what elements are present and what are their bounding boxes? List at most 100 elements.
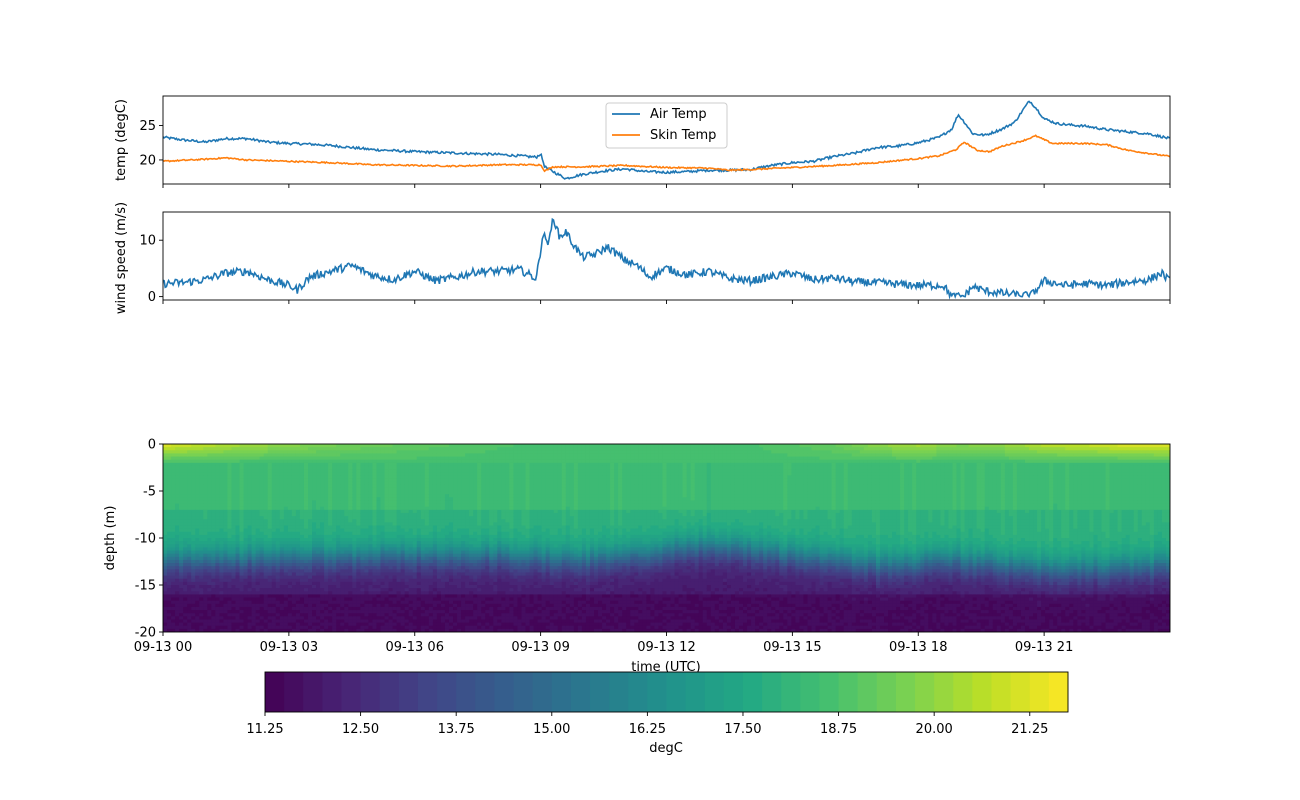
heatmap-cell bbox=[207, 606, 212, 611]
heatmap-cell bbox=[187, 462, 192, 467]
heatmap-cell bbox=[364, 497, 370, 501]
heatmap-cell bbox=[336, 450, 341, 454]
heatmap-cell bbox=[239, 456, 245, 461]
heatmap-cell bbox=[223, 600, 229, 605]
heatmap-cell bbox=[179, 603, 184, 608]
heatmap-cell bbox=[303, 622, 309, 627]
heatmap-cell bbox=[163, 622, 168, 627]
heatmap-cell bbox=[340, 487, 345, 492]
heatmap-cell bbox=[299, 512, 305, 517]
heatmap-cell bbox=[380, 591, 386, 595]
heatmap-cell bbox=[344, 575, 349, 580]
heatmap-cell bbox=[299, 550, 305, 555]
heatmap-cell bbox=[255, 556, 261, 561]
heatmap-cell bbox=[384, 572, 390, 577]
heatmap-cell bbox=[183, 528, 188, 533]
heatmap-cell bbox=[312, 625, 317, 630]
heatmap-cell bbox=[356, 469, 361, 473]
heatmap-cell bbox=[384, 469, 390, 473]
heatmap-cell bbox=[340, 506, 345, 511]
heatmap-cell bbox=[243, 478, 249, 483]
heatmap-cell bbox=[364, 625, 370, 630]
heatmap-cell bbox=[171, 481, 176, 486]
heatmap-cell bbox=[171, 484, 176, 489]
heatmap-cell bbox=[372, 591, 378, 595]
heatmap-cell bbox=[187, 444, 192, 448]
heatmap-cell bbox=[223, 550, 229, 555]
heatmap-cell bbox=[324, 610, 329, 614]
heatmap-cell bbox=[231, 487, 237, 492]
heatmap-cell bbox=[235, 628, 241, 632]
heatmap-cell bbox=[163, 547, 168, 552]
heatmap-cell bbox=[163, 491, 168, 495]
heatmap-cell bbox=[239, 566, 245, 570]
heatmap-cell bbox=[263, 491, 269, 495]
heatmap-cell bbox=[239, 597, 245, 602]
heatmap-cell bbox=[372, 594, 378, 599]
heatmap-cell bbox=[388, 465, 394, 470]
heatmap-cell bbox=[279, 534, 285, 539]
heatmap-cell bbox=[271, 469, 277, 473]
heatmap-cell bbox=[332, 465, 337, 470]
heatmap-cell bbox=[223, 494, 229, 498]
heatmap-cell bbox=[163, 456, 168, 461]
heatmap-cell bbox=[320, 569, 325, 574]
heatmap-cell bbox=[368, 569, 374, 574]
heatmap-cell bbox=[295, 603, 301, 608]
heatmap-cell bbox=[316, 613, 321, 617]
heatmap-cell bbox=[195, 541, 200, 545]
heatmap-cell bbox=[336, 581, 341, 586]
heatmap-cell bbox=[275, 628, 281, 632]
heatmap-cell bbox=[328, 547, 333, 552]
heatmap-cell bbox=[199, 534, 204, 539]
heatmap-cell bbox=[219, 588, 225, 592]
heatmap-cell bbox=[267, 610, 273, 614]
heatmap-cell bbox=[348, 519, 353, 523]
heatmap-cell bbox=[279, 509, 285, 514]
heatmap-cell bbox=[163, 465, 168, 470]
heatmap-cell bbox=[384, 606, 390, 611]
heatmap-cell bbox=[360, 575, 365, 580]
heatmap-cell bbox=[239, 512, 245, 517]
heatmap-cell bbox=[239, 525, 245, 530]
heatmap-cell bbox=[372, 509, 378, 514]
heatmap-cell bbox=[175, 585, 180, 589]
heatmap-cell bbox=[340, 566, 345, 570]
heatmap-cell bbox=[376, 613, 382, 617]
heatmap-cell bbox=[308, 572, 313, 577]
heatmap-cell bbox=[187, 494, 192, 498]
heatmap-cell bbox=[299, 544, 305, 548]
heatmap-cell bbox=[203, 566, 208, 570]
heatmap-cell bbox=[368, 625, 374, 630]
heatmap-cell bbox=[332, 572, 337, 577]
heatmap-cell bbox=[295, 628, 301, 632]
heatmap-cell bbox=[364, 594, 370, 599]
heatmap-cell bbox=[312, 525, 317, 530]
heatmap-cell bbox=[223, 506, 229, 511]
heatmap-cell bbox=[207, 447, 212, 451]
heatmap-cell bbox=[295, 447, 301, 451]
heatmap-cell bbox=[324, 619, 329, 624]
heatmap-cell bbox=[199, 506, 204, 511]
heatmap-cell bbox=[243, 472, 249, 476]
heatmap-cell bbox=[320, 509, 325, 514]
heatmap-cell bbox=[235, 603, 241, 608]
heatmap-cell bbox=[356, 585, 361, 589]
heatmap-cell bbox=[259, 606, 265, 611]
heatmap-cell bbox=[167, 500, 172, 505]
heatmap-cell bbox=[167, 525, 172, 530]
heatmap-cell bbox=[235, 475, 241, 480]
heatmap-cell bbox=[235, 597, 241, 602]
heatmap-cell bbox=[303, 544, 309, 548]
heatmap-cell bbox=[219, 563, 225, 567]
heatmap-cell bbox=[207, 569, 212, 574]
heatmap-cell bbox=[376, 516, 382, 520]
heatmap-cell bbox=[380, 534, 386, 539]
heatmap-cell bbox=[328, 628, 333, 632]
heatmap-cell bbox=[271, 622, 277, 627]
heatmap-cell bbox=[207, 500, 212, 505]
heatmap-cell bbox=[295, 619, 301, 624]
heatmap-cell bbox=[312, 563, 317, 567]
heatmap-cell bbox=[219, 581, 225, 586]
heatmap-cell bbox=[207, 503, 212, 508]
